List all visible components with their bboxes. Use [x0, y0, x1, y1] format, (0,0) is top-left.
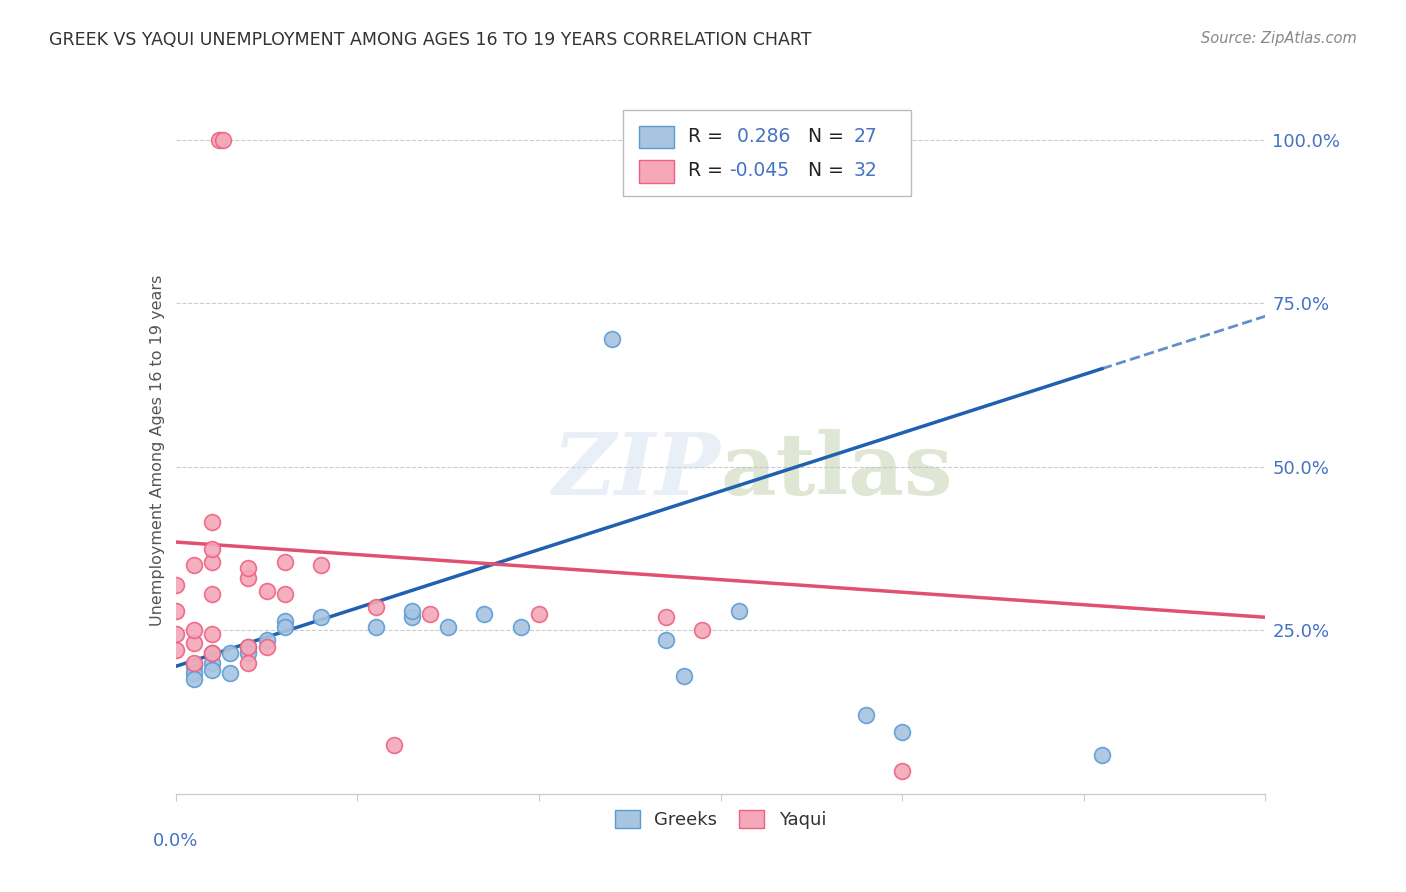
Point: [309, 558, 332, 572]
Text: Source: ZipAtlas.com: Source: ZipAtlas.com: [1201, 31, 1357, 46]
Point: [474, 607, 496, 621]
Point: [655, 633, 678, 648]
Point: [274, 614, 297, 628]
Point: [309, 610, 332, 624]
Point: [201, 626, 224, 640]
FancyBboxPatch shape: [638, 160, 673, 183]
Point: [212, 133, 235, 147]
Point: [183, 673, 205, 687]
Point: [727, 604, 749, 618]
Point: [401, 610, 423, 624]
Text: 0.286: 0.286: [731, 127, 790, 146]
Text: 27: 27: [853, 127, 877, 146]
Point: [183, 665, 205, 680]
Point: [891, 724, 914, 739]
Point: [891, 764, 914, 778]
Point: [437, 620, 460, 634]
Point: [165, 626, 187, 640]
Text: R =: R =: [688, 127, 728, 146]
Point: [201, 555, 224, 569]
Point: [238, 571, 260, 585]
Point: [274, 620, 297, 634]
Point: [419, 607, 441, 621]
Text: 32: 32: [853, 161, 877, 180]
Point: [201, 646, 224, 660]
Point: [527, 607, 550, 621]
Text: GREEK VS YAQUI UNEMPLOYMENT AMONG AGES 16 TO 19 YEARS CORRELATION CHART: GREEK VS YAQUI UNEMPLOYMENT AMONG AGES 1…: [49, 31, 811, 49]
Point: [165, 577, 187, 591]
Point: [364, 620, 387, 634]
Point: [238, 656, 260, 670]
Point: [201, 663, 224, 677]
Point: [183, 659, 205, 673]
Point: [183, 558, 205, 572]
FancyBboxPatch shape: [638, 126, 673, 148]
Point: [165, 643, 187, 657]
Point: [256, 633, 278, 648]
Point: [165, 604, 187, 618]
Point: [256, 584, 278, 599]
Point: [238, 646, 260, 660]
Point: [238, 640, 260, 654]
Text: ZIP: ZIP: [553, 429, 721, 513]
Legend: Greeks, Yaqui: Greeks, Yaqui: [607, 803, 834, 837]
Point: [183, 656, 205, 670]
Point: [655, 610, 678, 624]
Point: [1091, 747, 1114, 762]
Text: N =: N =: [807, 127, 849, 146]
Point: [238, 561, 260, 575]
Point: [509, 620, 531, 634]
Text: 0.0%: 0.0%: [153, 831, 198, 850]
Point: [364, 600, 387, 615]
Point: [256, 640, 278, 654]
Point: [219, 646, 242, 660]
Point: [183, 624, 205, 638]
Point: [401, 604, 423, 618]
Y-axis label: Unemployment Among Ages 16 to 19 years: Unemployment Among Ages 16 to 19 years: [149, 275, 165, 626]
Text: atlas: atlas: [721, 429, 953, 513]
Point: [201, 516, 224, 530]
FancyBboxPatch shape: [623, 111, 911, 196]
Point: [673, 669, 696, 683]
Point: [855, 708, 877, 723]
Point: [382, 738, 405, 752]
Point: [219, 665, 242, 680]
Point: [208, 133, 231, 147]
Point: [201, 646, 224, 660]
Point: [201, 656, 224, 670]
Point: [201, 587, 224, 601]
Point: [238, 640, 260, 654]
Point: [274, 587, 297, 601]
Text: R =: R =: [688, 161, 728, 180]
Point: [692, 624, 714, 638]
Point: [600, 332, 623, 346]
Point: [183, 636, 205, 650]
Text: -0.045: -0.045: [730, 161, 789, 180]
Text: N =: N =: [807, 161, 849, 180]
Point: [201, 541, 224, 556]
Point: [274, 555, 297, 569]
